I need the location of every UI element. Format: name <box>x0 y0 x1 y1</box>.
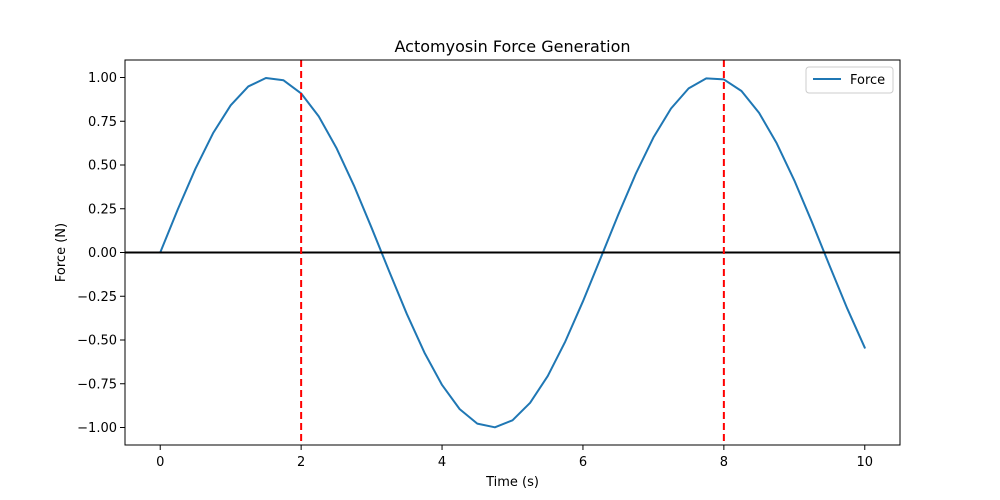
y-axis: −1.00 −0.75 −0.50 −0.25 0.00 0.25 0.50 0.75 1.00 <box>77 71 125 436</box>
x-tick-label: 4 <box>438 455 446 470</box>
x-tick-label: 10 <box>856 455 873 470</box>
y-tick-label: 0.75 <box>88 115 117 130</box>
y-tick-label: 0.00 <box>88 246 117 261</box>
x-tick-label: 0 <box>156 455 164 470</box>
y-tick-label: 0.50 <box>88 159 117 174</box>
y-tick-label: −0.25 <box>77 290 117 305</box>
x-axis: 0 2 4 6 8 10 <box>156 445 873 470</box>
y-axis-label: Force (N) <box>54 223 69 282</box>
x-tick-label: 6 <box>579 455 587 470</box>
legend: Force <box>805 66 894 94</box>
x-tick-label: 2 <box>297 455 305 470</box>
y-tick-label: −1.00 <box>77 421 117 436</box>
y-tick-label: −0.50 <box>77 334 117 349</box>
x-tick-label: 8 <box>720 455 728 470</box>
legend-label-force: Force <box>850 73 885 88</box>
y-tick-label: 1.00 <box>88 71 117 86</box>
y-tick-label: 0.25 <box>88 202 117 217</box>
plot-area <box>125 60 900 445</box>
series-line-0 <box>159 77 866 429</box>
chart-title: Actomyosin Force Generation <box>394 37 630 56</box>
legend-box <box>805 66 894 94</box>
x-axis-label: Time (s) <box>485 475 539 490</box>
y-tick-label: −0.75 <box>77 377 117 392</box>
